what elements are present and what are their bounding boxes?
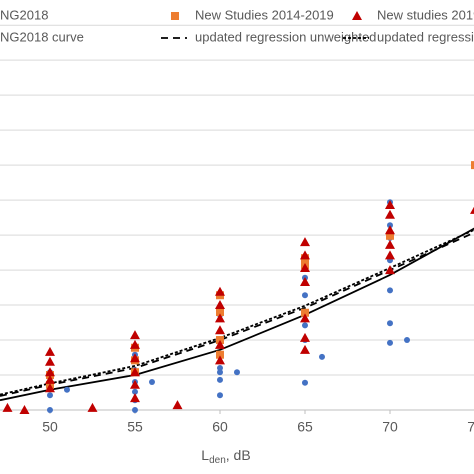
x-tick-label: 55	[127, 419, 143, 435]
point	[384, 209, 395, 219]
point	[386, 339, 393, 346]
point	[44, 356, 55, 366]
point	[471, 161, 474, 170]
point	[299, 237, 310, 247]
point	[129, 339, 140, 349]
point	[216, 392, 223, 399]
legend-label: updated regression unweighted	[195, 29, 376, 44]
point	[214, 286, 225, 296]
point	[403, 337, 410, 344]
point	[129, 379, 140, 389]
point	[318, 353, 325, 360]
legend-label: New studies 2019	[377, 7, 474, 22]
point	[214, 339, 225, 349]
point	[384, 265, 395, 275]
point	[129, 393, 140, 403]
point	[19, 405, 30, 414]
point	[131, 407, 138, 413]
point	[215, 308, 224, 317]
point	[44, 367, 55, 377]
point	[129, 330, 140, 340]
point	[384, 200, 395, 209]
point	[215, 350, 224, 359]
point	[214, 355, 225, 365]
legend-label: New Studies 2014-2019	[195, 7, 334, 22]
point	[87, 402, 98, 412]
point	[172, 400, 183, 410]
x-tick-label: 65	[297, 419, 313, 435]
x-label-main: L	[201, 447, 209, 463]
legend-label: updated regressio	[377, 29, 474, 44]
point	[129, 367, 140, 377]
point	[216, 365, 223, 372]
point	[63, 386, 70, 393]
point	[301, 292, 308, 299]
point	[44, 346, 55, 356]
point	[299, 262, 310, 272]
point	[46, 407, 53, 413]
point	[148, 379, 155, 386]
x-tick-label: 50	[42, 419, 58, 435]
grid	[0, 24, 474, 411]
x-label-sub: den	[209, 455, 226, 466]
point	[386, 287, 393, 294]
point	[299, 276, 310, 286]
point	[470, 206, 474, 214]
point	[299, 344, 310, 354]
point	[214, 313, 225, 323]
x-tick-label: 60	[212, 419, 228, 435]
legend-swatch	[171, 12, 179, 20]
point	[214, 300, 225, 310]
point	[301, 322, 308, 329]
point	[299, 332, 310, 342]
point	[386, 320, 393, 327]
point	[384, 225, 395, 235]
legend-label: NG2018	[0, 7, 48, 22]
x-tick-label: 75	[467, 419, 474, 435]
point	[216, 369, 223, 376]
point	[129, 353, 140, 363]
point	[44, 374, 55, 384]
point	[2, 402, 13, 412]
point	[301, 379, 308, 386]
legend-swatch	[352, 11, 362, 20]
point	[46, 392, 53, 399]
point	[216, 376, 223, 383]
point	[385, 231, 394, 240]
point	[300, 308, 309, 317]
x-label-rest: , dB	[226, 447, 251, 463]
point	[214, 325, 225, 335]
point	[44, 383, 55, 393]
point	[131, 388, 138, 395]
point	[299, 250, 310, 260]
legend-label: NG2018 curve	[0, 29, 84, 44]
x-axis-label: Lden, dB	[201, 447, 250, 466]
point	[233, 369, 240, 376]
point	[384, 250, 395, 260]
point	[299, 313, 310, 323]
x-tick-label: 70	[382, 419, 398, 435]
point	[384, 239, 395, 249]
